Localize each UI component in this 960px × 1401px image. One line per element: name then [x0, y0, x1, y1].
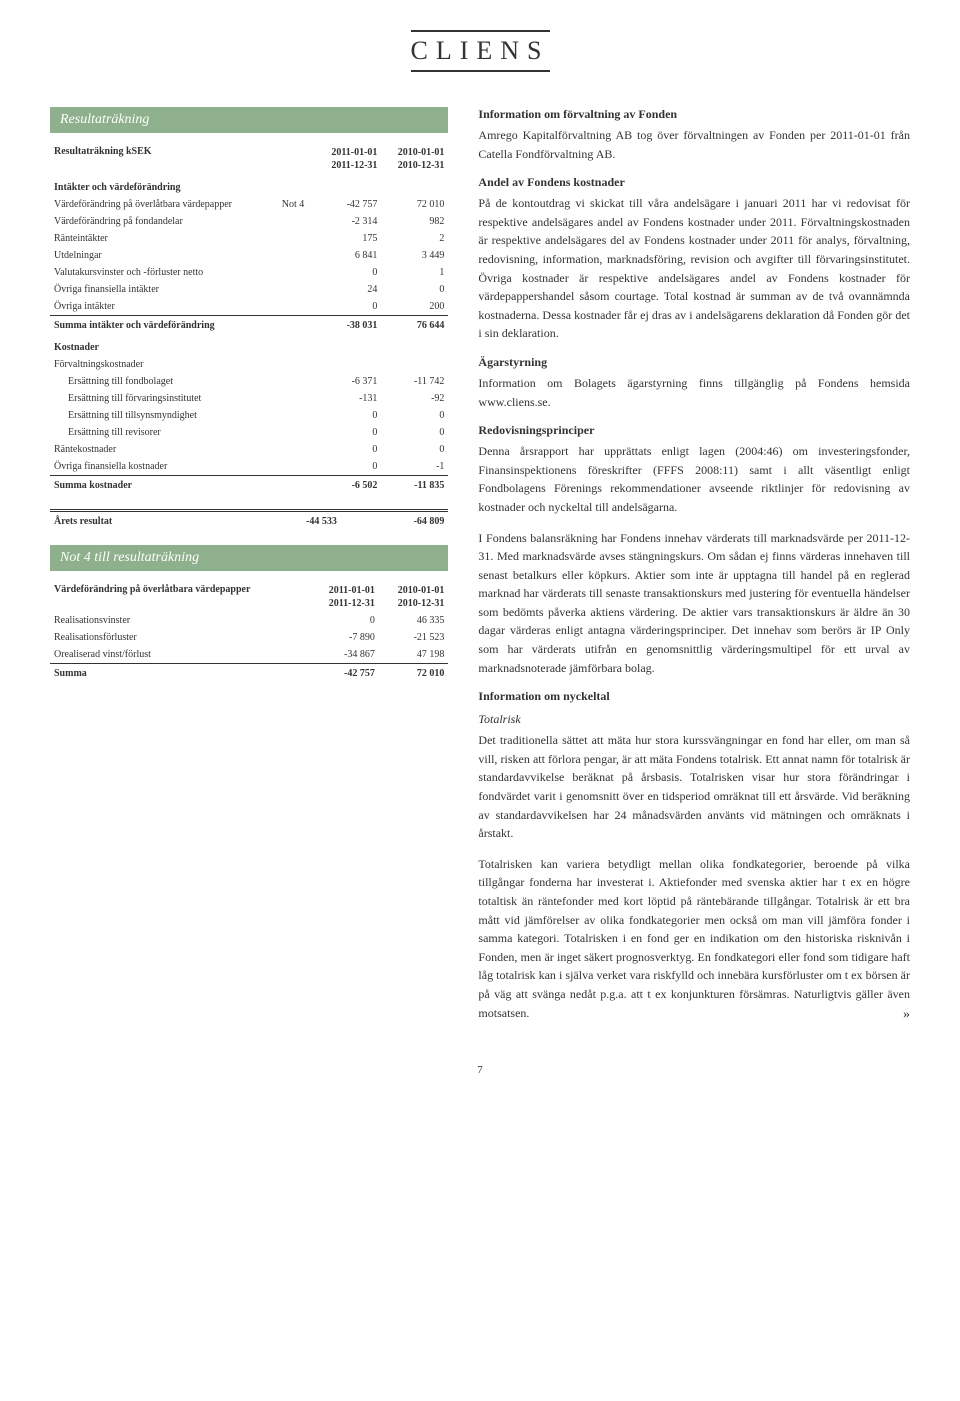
- heading-forvaltning: Information om förvaltning av Fonden: [478, 107, 910, 122]
- continue-icon: »: [903, 1004, 910, 1026]
- heading-andel: Andel av Fondens kostnader: [478, 175, 910, 190]
- table-row: Ersättning till förvaringsinstitutet-131…: [50, 390, 448, 407]
- table-row: Realisationsförluster-7 890-21 523: [50, 629, 448, 646]
- heading-redovisning: Redovisningsprinciper: [478, 423, 910, 438]
- note4-header: Not 4 till resultaträkning: [50, 545, 448, 571]
- table-row: Utdelningar6 8413 449: [50, 247, 448, 264]
- title-cell: Värdeförändring på överlåtbara värdepapp…: [50, 581, 310, 612]
- table-row: Värdeförändring på överlåtbara värdepapp…: [50, 196, 448, 213]
- heading-nyckeltal: Information om nyckeltal: [478, 689, 910, 704]
- subheading-totalrisk: Totalrisk: [478, 712, 910, 727]
- sum-row: Summa kostnader-6 502-11 835: [50, 476, 448, 495]
- income-statement-table: Resultaträkning kSEK 2011-01-012011-12-3…: [50, 143, 448, 494]
- date-col1: 2011-01-012011-12-31: [315, 143, 381, 174]
- table-row: Övriga finansiella kostnader0-1: [50, 458, 448, 476]
- logo-container: CLIENS: [50, 30, 910, 72]
- date-col2: 2010-01-012010-12-31: [379, 581, 449, 612]
- sum-row: Summa-42 75772 010: [50, 664, 448, 683]
- table-row: Värdeförändring på fondandelar-2 314982: [50, 213, 448, 230]
- paragraph: Information om Bolagets ägarstyrning fin…: [478, 374, 910, 411]
- date-col1: 2011-01-012011-12-31: [310, 581, 379, 612]
- paragraph: Amrego Kapitalförvaltning AB tog över fö…: [478, 126, 910, 163]
- result-table: Årets resultat-44 533-64 809: [50, 509, 448, 530]
- paragraph: Totalrisken kan variera betydligt mellan…: [478, 855, 910, 1022]
- paragraph: Det traditionella sättet att mäta hur st…: [478, 731, 910, 843]
- subheader-row: Kostnader: [50, 334, 448, 356]
- table-row: Ersättning till revisorer00: [50, 424, 448, 441]
- note4-table: Värdeförändring på överlåtbara värdepapp…: [50, 581, 448, 682]
- table-row: Valutakursvinster och -förluster netto01: [50, 264, 448, 281]
- table-header-row: Värdeförändring på överlåtbara värdepapp…: [50, 581, 448, 612]
- resultatrakning-header: Resultaträkning: [50, 107, 448, 133]
- table-row: Förvaltningskostnader: [50, 356, 448, 373]
- heading-agarstyrning: Ägarstyrning: [478, 355, 910, 370]
- subheader-row: Intäkter och värdeförändring: [50, 174, 448, 196]
- result-row: Årets resultat-44 533-64 809: [50, 511, 448, 531]
- table-row: Ränteintäkter1752: [50, 230, 448, 247]
- date-col2: 2010-01-012010-12-31: [381, 143, 448, 174]
- left-column: Resultaträkning Resultaträkning kSEK 201…: [50, 107, 448, 1034]
- table-row: Ersättning till tillsynsmyndighet00: [50, 407, 448, 424]
- table-row: Ersättning till fondbolaget-6 371-11 742: [50, 373, 448, 390]
- main-columns: Resultaträkning Resultaträkning kSEK 201…: [50, 107, 910, 1034]
- page-number: 7: [50, 1064, 910, 1076]
- table-row: Övriga intäkter0200: [50, 298, 448, 316]
- table-row: Räntekostnader00: [50, 441, 448, 458]
- paragraph: På de kontoutdrag vi skickat till våra a…: [478, 194, 910, 343]
- sum-row: Summa intäkter och värdeförändring-38 03…: [50, 316, 448, 335]
- table-row: Orealiserad vinst/förlust-34 86747 198: [50, 646, 448, 664]
- paragraph: Denna årsrapport har upprättats enligt l…: [478, 442, 910, 516]
- paragraph: I Fondens balansräkning har Fondens inne…: [478, 529, 910, 678]
- logo-text: CLIENS: [411, 30, 550, 72]
- table-row: Realisationsvinster046 335: [50, 612, 448, 629]
- title-cell: Resultaträkning kSEK: [50, 143, 315, 174]
- table-header-row: Resultaträkning kSEK 2011-01-012011-12-3…: [50, 143, 448, 174]
- right-column: Information om förvaltning av Fonden Amr…: [478, 107, 910, 1034]
- table-row: Övriga finansiella intäkter240: [50, 281, 448, 298]
